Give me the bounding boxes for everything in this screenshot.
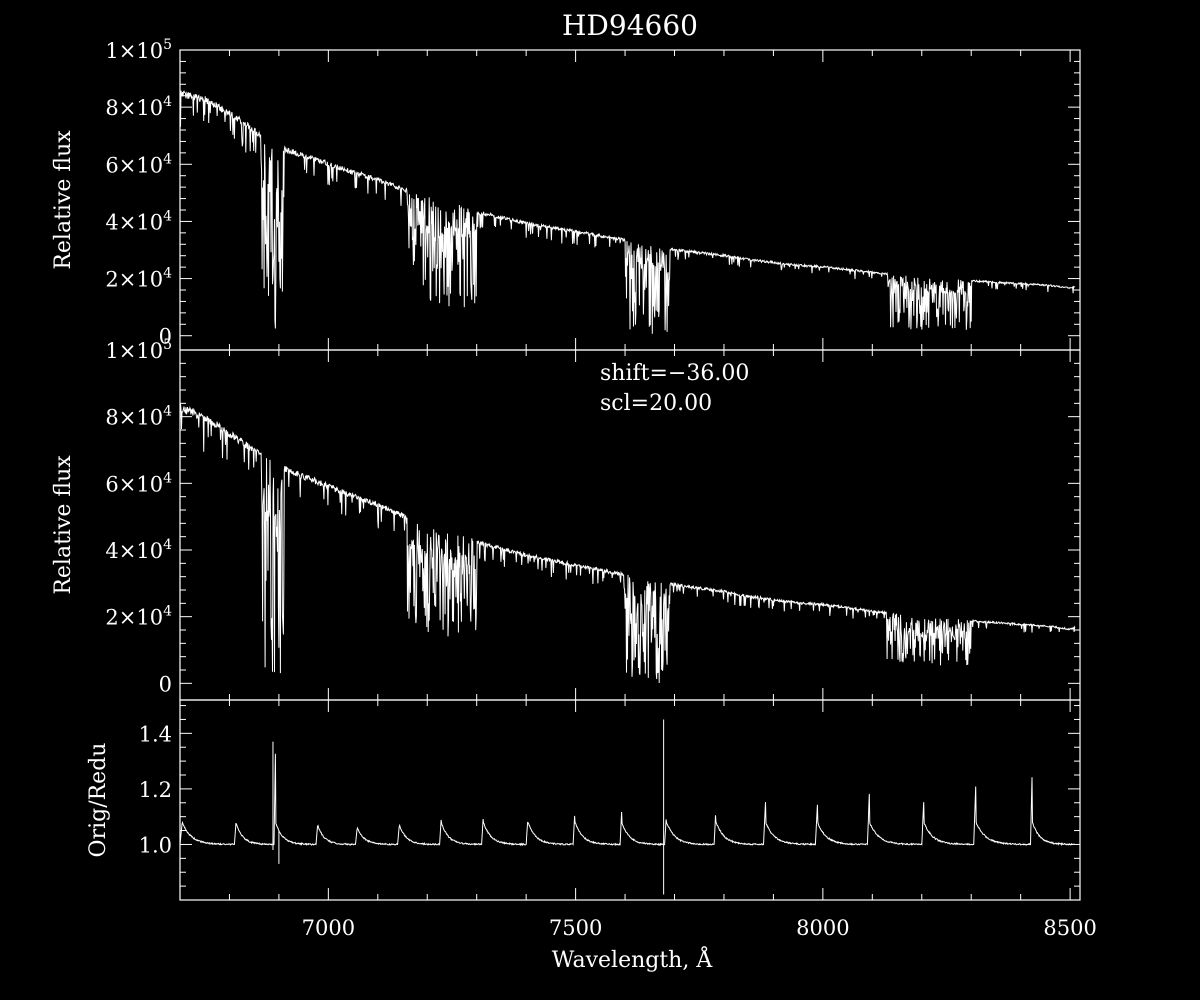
y-tick-label: 6×104 (105, 151, 172, 177)
y-tick-label: 0 (159, 672, 172, 696)
y-tick-label: 1×105 (105, 37, 172, 63)
y-axis-label: Relative flux (51, 455, 76, 595)
y-tick-label: 2×104 (105, 266, 172, 292)
spectrum-line (179, 403, 1076, 684)
y-axis-label: Orig/Redu (86, 743, 111, 858)
ratio-line (179, 753, 1075, 847)
panel-frame (179, 699, 1081, 901)
y-tick-label: 1.4 (139, 722, 172, 746)
x-tick-label: 7000 (302, 916, 355, 940)
y-tick-label: 1.2 (139, 778, 172, 802)
x-tick-label: 8500 (1043, 916, 1096, 940)
panel-1 (179, 49, 1081, 351)
y-tick-label: 4×104 (105, 208, 172, 234)
y-tick-label: 4×104 (105, 537, 172, 563)
x-axis-label: Wavelength, Å (552, 945, 714, 973)
y-axis-label: Relative flux (51, 130, 76, 270)
shift-annotation: shift=−36.00 (600, 361, 749, 386)
y-tick-label: 8×104 (105, 94, 172, 120)
y-tick-label: 1.0 (139, 833, 172, 857)
chart-title: HD94660 (562, 9, 698, 42)
x-tick-label: 8000 (796, 916, 849, 940)
y-tick-label: 6×104 (105, 470, 172, 496)
panel-3 (179, 699, 1081, 901)
y-tick-label: 8×104 (105, 404, 172, 430)
panel-2 (179, 349, 1081, 701)
y-tick-label: 2×104 (105, 604, 172, 630)
y-tick-label: 1×105 (105, 337, 172, 363)
x-tick-label: 7500 (549, 916, 602, 940)
scale-annotation: scl=20.00 (600, 391, 712, 416)
spectrum-line (179, 90, 1076, 334)
y-tick-label: 0 (159, 325, 172, 349)
